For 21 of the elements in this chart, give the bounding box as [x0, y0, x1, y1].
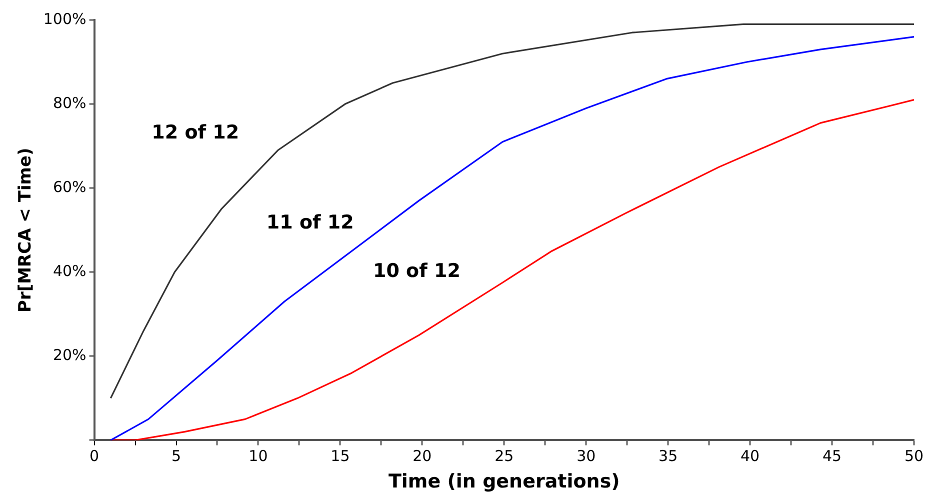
x-tick-label: 40 [740, 447, 760, 466]
y-axis-title: Pr[MRCA < Time) [16, 148, 36, 312]
y-tick-label: 80% [52, 94, 86, 112]
x-tick-label: 45 [822, 447, 842, 466]
series-label: 11 of 12 [266, 212, 354, 234]
x-tick-label: 20 [412, 447, 432, 466]
x-axis-title: Time (in generations) [388, 470, 620, 493]
x-tick-label: 50 [904, 447, 924, 466]
y-tick-label: 100% [43, 10, 86, 28]
series-label: 12 of 12 [152, 121, 240, 144]
x-tick-label: 15 [330, 447, 350, 466]
x-tick-label: 0 [90, 447, 100, 466]
x-tick-label: 35 [658, 447, 678, 466]
y-tick-label: 60% [52, 178, 86, 196]
series-label: 10 of 12 [372, 260, 460, 282]
y-tick-label: 20% [52, 346, 86, 364]
y-tick-label: 40% [52, 262, 86, 280]
x-tick-label: 30 [576, 447, 596, 466]
x-tick-label: 10 [248, 447, 268, 466]
x-tick-label: 25 [494, 447, 514, 466]
x-tick-label: 5 [171, 447, 182, 466]
